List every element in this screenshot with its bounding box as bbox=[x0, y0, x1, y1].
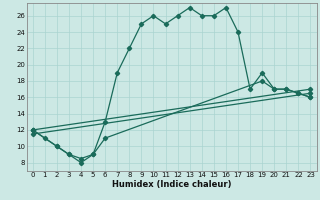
X-axis label: Humidex (Indice chaleur): Humidex (Indice chaleur) bbox=[112, 180, 231, 189]
